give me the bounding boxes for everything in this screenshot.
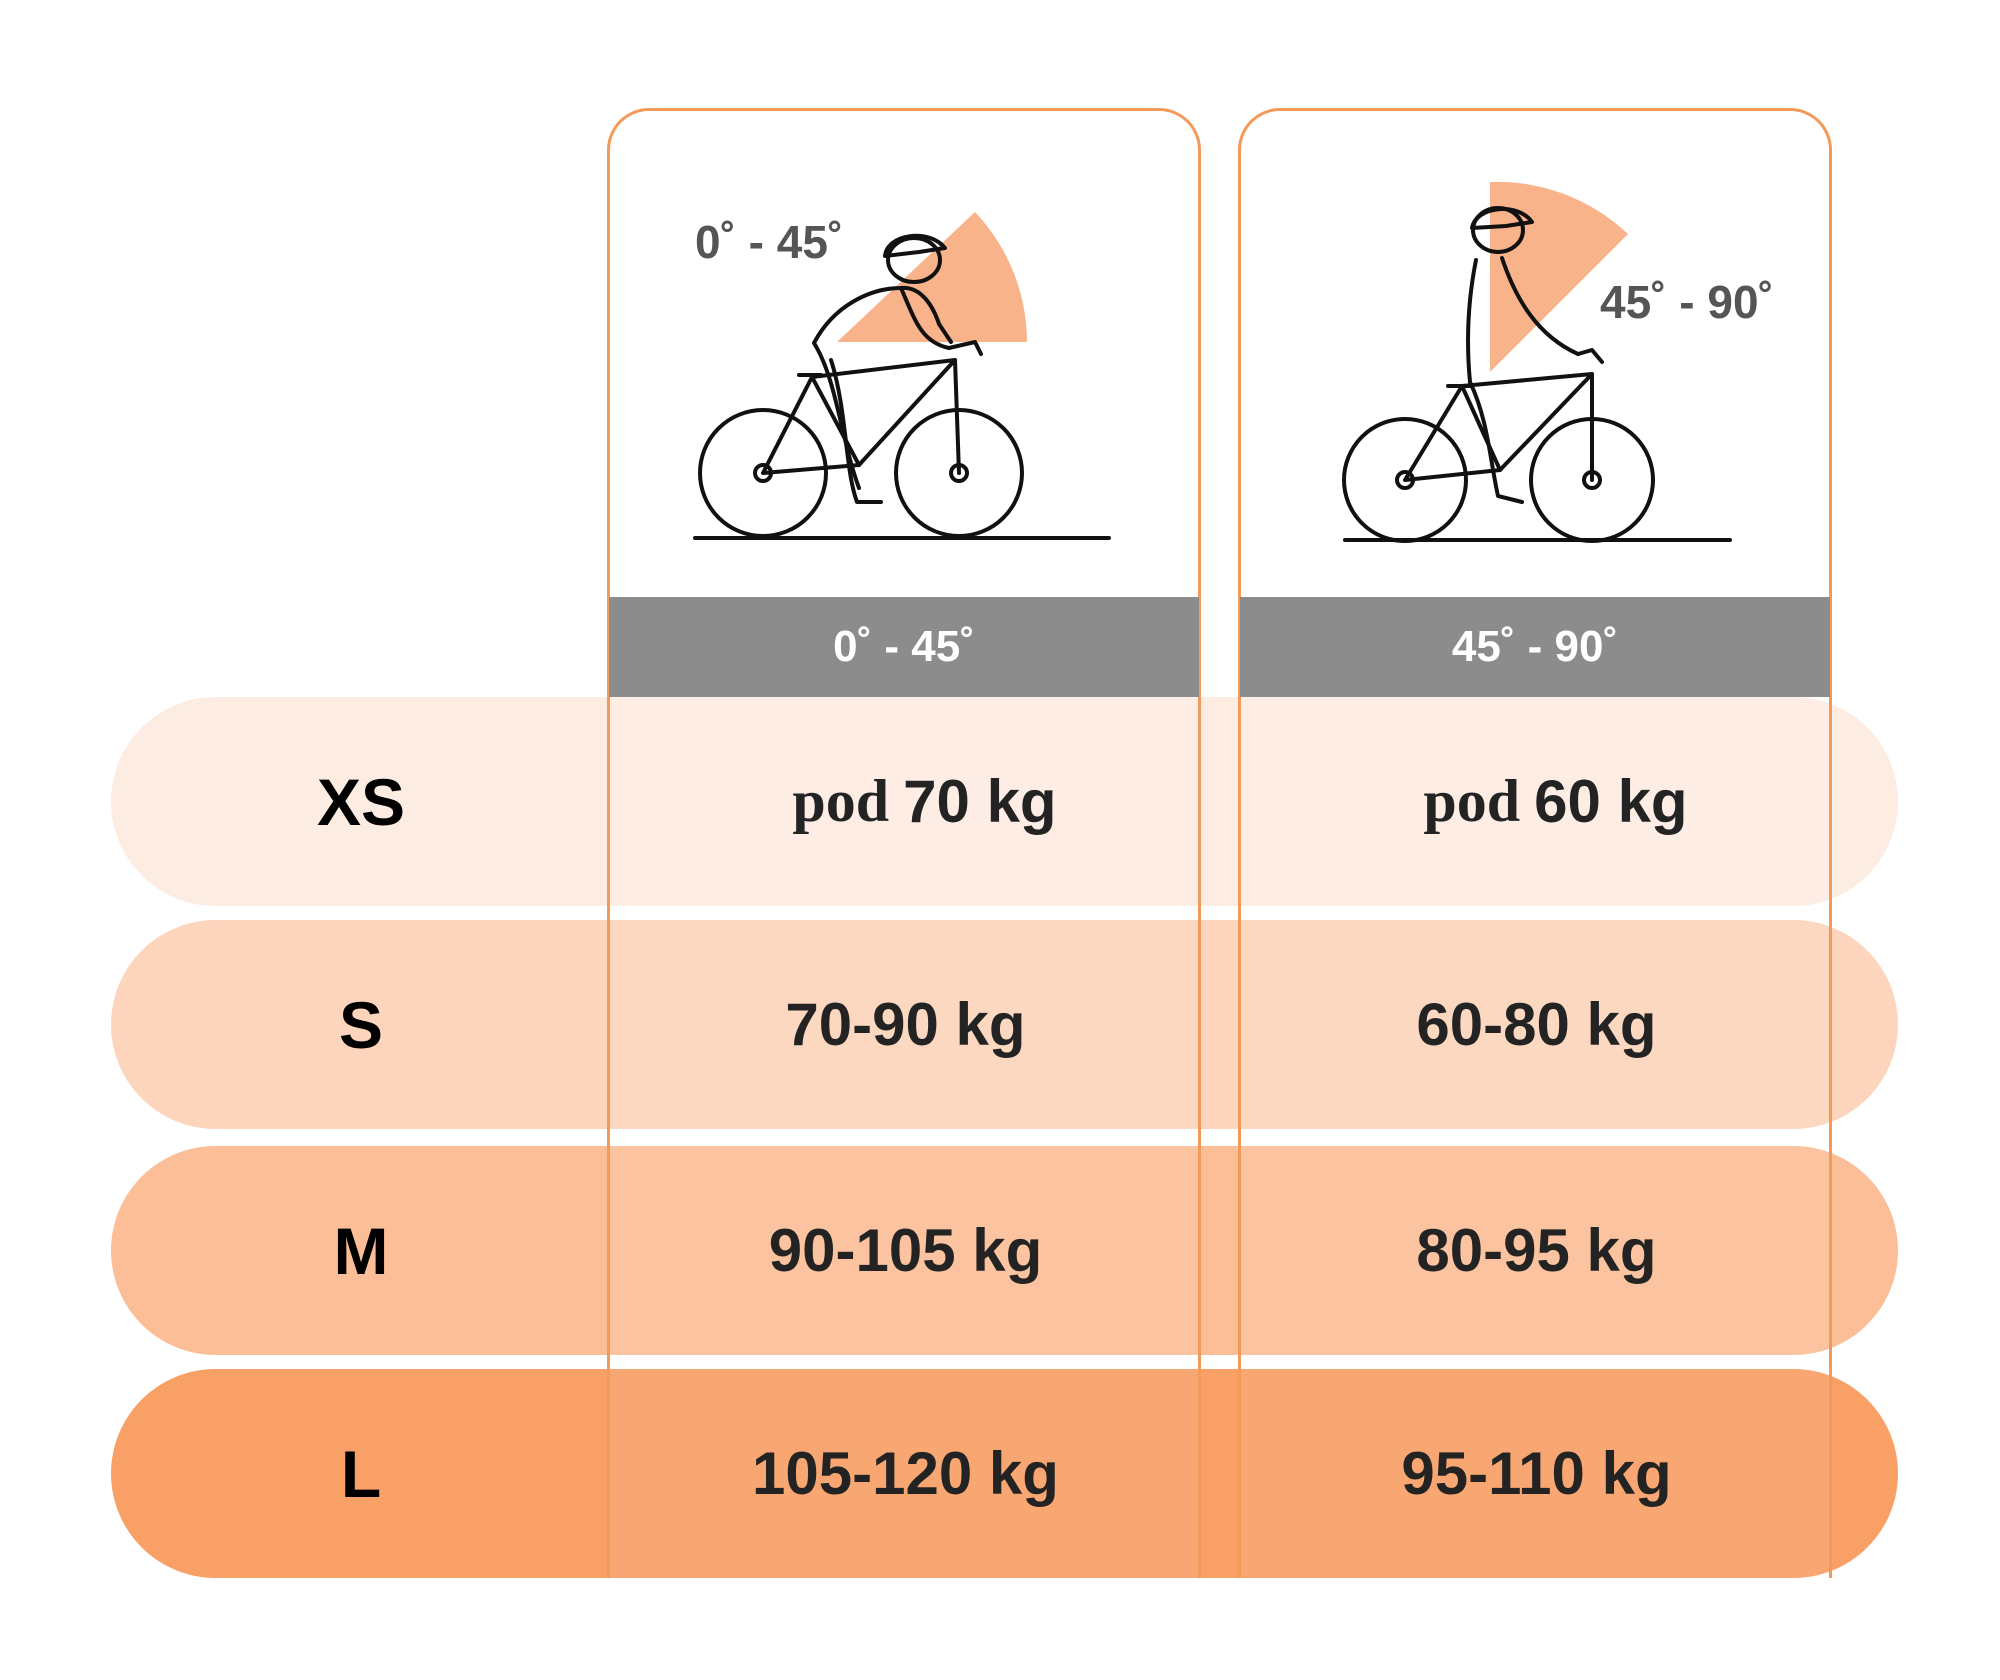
size-label: XS	[316, 764, 406, 839]
weight-cell: 60-80 kg	[1416, 991, 1657, 1058]
column-frame-45-90	[1238, 108, 1832, 1578]
cyclist-upright-illustration: 45˚ - 90˚	[1240, 110, 1830, 597]
size-label: M	[333, 1213, 389, 1288]
size-row-xs: XS pod 70 kg pod 60 kg	[111, 697, 1898, 906]
cyclist-upright-icon	[1342, 181, 1732, 543]
weight-prefix: pod	[792, 768, 890, 834]
weight-value: 60 kg	[1534, 768, 1688, 835]
angle-label: 0˚ - 45˚	[695, 216, 844, 268]
column-header-0-45: 0˚ - 45˚	[609, 597, 1199, 697]
weight-cell: 90-105 kg	[768, 1217, 1043, 1284]
weight-value: 70 kg	[903, 768, 1057, 835]
cyclist-leaning-icon	[693, 212, 1111, 540]
size-row-m: M 90-105 kg 80-95 kg	[111, 1146, 1898, 1355]
weight-cell: pod 70 kg	[609, 697, 1202, 906]
weight-cell: 80-95 kg	[1416, 1217, 1657, 1284]
size-row-s: S 70-90 kg 60-80 kg	[111, 920, 1898, 1129]
weight-cell: 105-120 kg	[752, 1440, 1059, 1507]
weight-cell: pod 60 kg	[1240, 697, 1833, 906]
cyclist-leaning-illustration: 0˚ - 45˚	[609, 110, 1199, 597]
size-row-l: L 105-120 kg 95-110 kg	[111, 1369, 1898, 1578]
angle-label: 45˚ - 90˚	[1600, 276, 1774, 328]
weight-prefix: pod	[1423, 768, 1521, 834]
weight-cell: 95-110 kg	[1401, 1440, 1672, 1507]
column-header-45-90: 45˚ - 90˚	[1240, 597, 1830, 697]
weight-cell: 70-90 kg	[785, 991, 1026, 1058]
column-frame-0-45	[607, 108, 1201, 1578]
size-label: S	[338, 987, 384, 1062]
size-label: L	[340, 1436, 382, 1511]
